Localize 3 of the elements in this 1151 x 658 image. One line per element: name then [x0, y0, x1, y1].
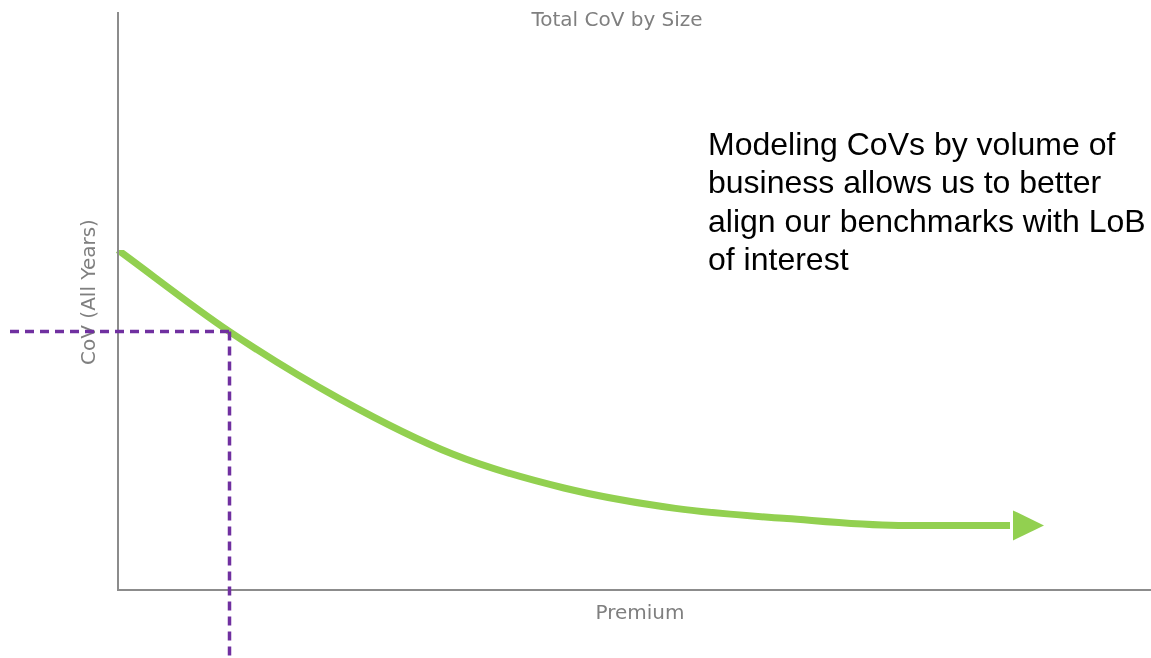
annotation: Modeling CoVs by volume of business allows us to better align our benchmarks with LoB of interest [708, 125, 1147, 279]
chart-title: Total CoV by Size [530, 7, 703, 32]
x-axis-title: Premium [595, 600, 685, 625]
